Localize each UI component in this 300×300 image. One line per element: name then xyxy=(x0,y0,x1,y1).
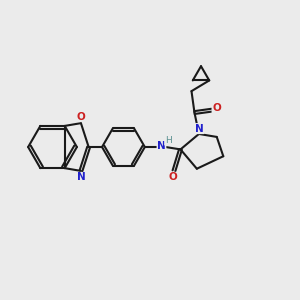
Text: N: N xyxy=(195,124,204,134)
Text: O: O xyxy=(76,112,85,122)
Text: H: H xyxy=(165,136,171,145)
Text: O: O xyxy=(168,172,177,182)
Text: N: N xyxy=(76,172,85,182)
Text: N: N xyxy=(157,141,166,152)
Text: O: O xyxy=(212,103,221,113)
